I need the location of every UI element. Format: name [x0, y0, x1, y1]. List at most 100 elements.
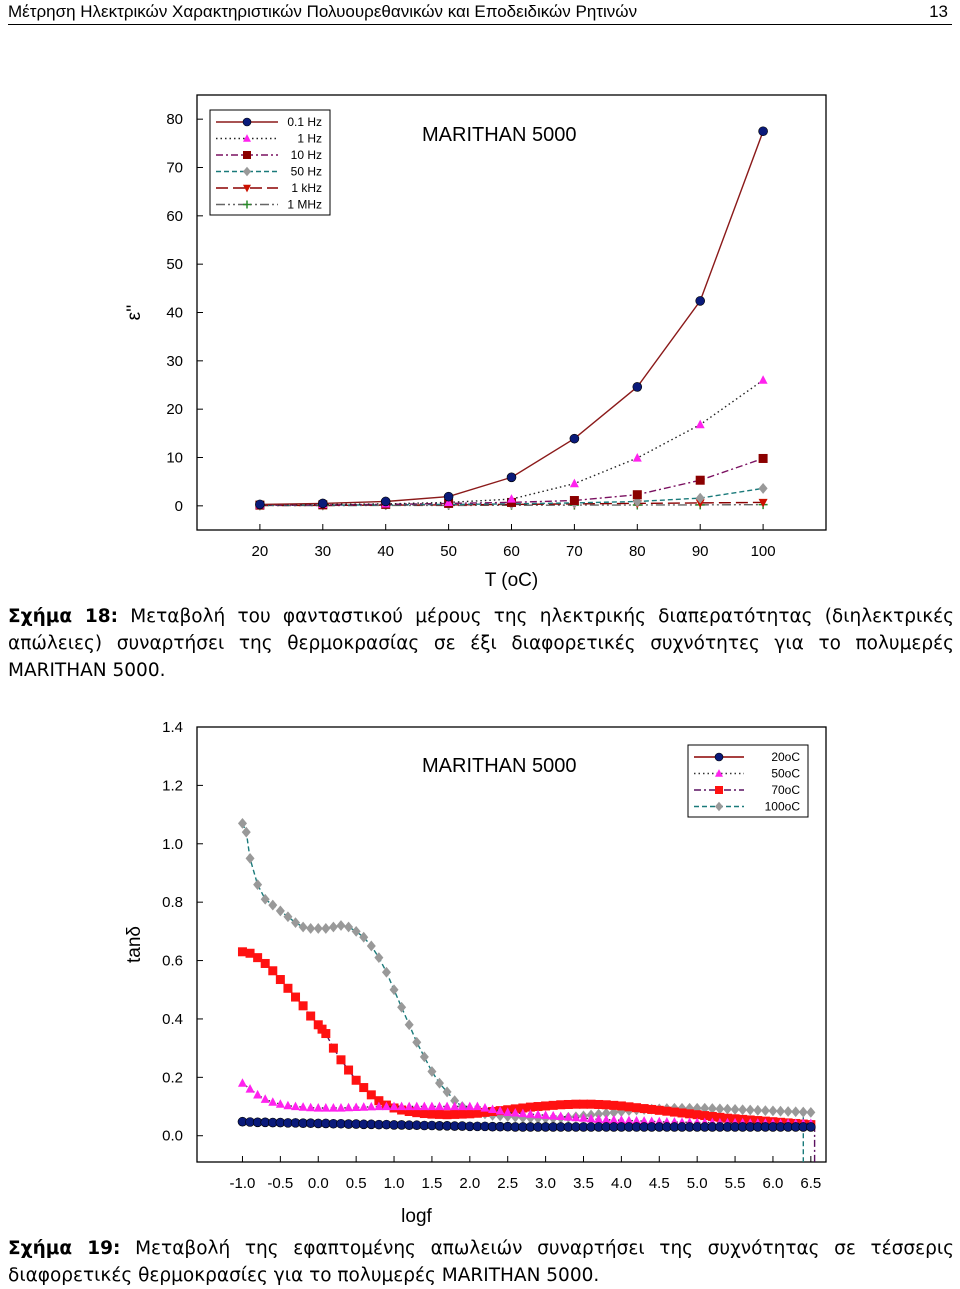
x-tick-label: 100: [751, 543, 776, 560]
data-point: [427, 1101, 437, 1111]
x-tick-label: 60: [503, 543, 520, 560]
data-point: [745, 1104, 755, 1116]
legend-label: 0.1 Hz: [287, 115, 322, 129]
legend-marker: [243, 184, 251, 193]
y-tick-label: 0.6: [162, 953, 183, 970]
data-point: [707, 1111, 717, 1121]
data-point: [313, 923, 323, 934]
data-point: [677, 1108, 687, 1118]
data-point: [412, 1101, 422, 1111]
data-point: [336, 1103, 346, 1112]
legend-marker: [243, 151, 251, 159]
data-point: [503, 1107, 513, 1116]
data-point: [328, 921, 338, 933]
y-tick-label: 0.2: [162, 1069, 183, 1086]
data-point: [275, 905, 285, 917]
running-header: Μέτρηση Ηλεκτρικών Χαρακτηριστικών Πολυο…: [8, 0, 952, 25]
data-point: [569, 496, 579, 506]
data-point: [669, 1107, 679, 1117]
x-tick-label: 1.5: [421, 1175, 442, 1192]
data-point: [298, 1102, 308, 1111]
series-70oC: [237, 947, 816, 1162]
data-point: [692, 1110, 702, 1120]
data-point: [758, 483, 768, 494]
plot-area: [237, 817, 816, 1162]
data-point: [443, 491, 454, 502]
series-line: [259, 379, 764, 506]
x-tick-label: 2.5: [497, 1175, 518, 1192]
data-point: [758, 375, 768, 384]
data-point: [685, 1109, 695, 1119]
data-point: [647, 1104, 657, 1114]
data-point: [366, 1101, 376, 1111]
data-point: [695, 492, 705, 504]
data-point: [506, 472, 517, 483]
data-point: [768, 1105, 778, 1117]
data-point: [419, 1109, 429, 1119]
data-point: [654, 1105, 664, 1115]
y-tick-label: 70: [166, 160, 183, 177]
x-tick-label: 6.0: [763, 1175, 784, 1192]
figure-18-chart: 0 10 20 30 40 50 60 70 80 20 30 40 50 60 70 80 90 100 T (o…: [124, 94, 827, 591]
series-line: [259, 131, 764, 506]
data-point: [518, 1108, 528, 1118]
data-point: [601, 1114, 611, 1124]
data-point: [541, 1101, 551, 1111]
data-point: [738, 1104, 748, 1116]
data-point: [753, 1104, 763, 1116]
data-point: [616, 1101, 626, 1111]
legend-marker: [243, 200, 251, 209]
data-point: [283, 911, 293, 923]
data-point: [344, 1065, 354, 1075]
data-point: [632, 496, 642, 507]
data-point: [321, 1103, 331, 1112]
data-point: [344, 1102, 354, 1112]
y-tick-label: 1.0: [162, 836, 183, 853]
data-point: [465, 1109, 475, 1119]
legend-label: 100oC: [765, 800, 801, 814]
data-point: [571, 1112, 581, 1122]
x-tick-label: 2.0: [459, 1175, 480, 1192]
x-tick-label: 5.0: [687, 1175, 708, 1192]
figure-18-caption-text: Μεταβολή του φανταστικού μέρους της ηλεκ…: [8, 606, 954, 681]
data-point: [457, 1109, 467, 1119]
data-point: [556, 1111, 566, 1121]
data-point: [317, 498, 328, 509]
data-point: [298, 921, 308, 933]
data-point: [472, 1108, 482, 1118]
data-point: [632, 1115, 642, 1125]
data-point: [594, 1099, 604, 1109]
x-tick-label: 90: [692, 543, 709, 560]
data-point: [609, 1115, 619, 1124]
legend-marker: [714, 752, 724, 762]
data-point: [639, 1104, 649, 1114]
data-point: [435, 1109, 445, 1119]
data-point: [548, 1110, 558, 1120]
plot-frame: [196, 726, 827, 1163]
data-point: [695, 499, 705, 508]
y-tick-label: 0.4: [162, 1011, 183, 1028]
data-point: [412, 1108, 422, 1118]
header-title: Μέτρηση Ηλεκτρικών Χαρακτηριστικών Πολυο…: [8, 2, 638, 21]
data-point: [548, 1100, 558, 1110]
data-point: [442, 1101, 452, 1111]
data-point: [662, 1106, 672, 1116]
data-point: [321, 1029, 331, 1039]
x-tick-label: 20: [252, 543, 269, 560]
data-point: [359, 1102, 369, 1111]
y-tick-label: 0.8: [162, 894, 183, 911]
data-point: [758, 453, 768, 463]
data-point: [601, 1100, 611, 1110]
data-point: [260, 958, 270, 968]
data-point: [488, 1104, 498, 1114]
data-point: [525, 1109, 535, 1118]
x-tick-label: 0.5: [346, 1175, 367, 1192]
data-point: [609, 1100, 619, 1110]
data-point: [624, 1102, 634, 1112]
x-tick-label: -0.5: [267, 1175, 293, 1192]
data-point: [571, 1099, 581, 1109]
data-point: [344, 921, 354, 933]
data-point: [397, 1001, 407, 1013]
data-point: [245, 852, 255, 864]
data-point: [695, 475, 705, 485]
